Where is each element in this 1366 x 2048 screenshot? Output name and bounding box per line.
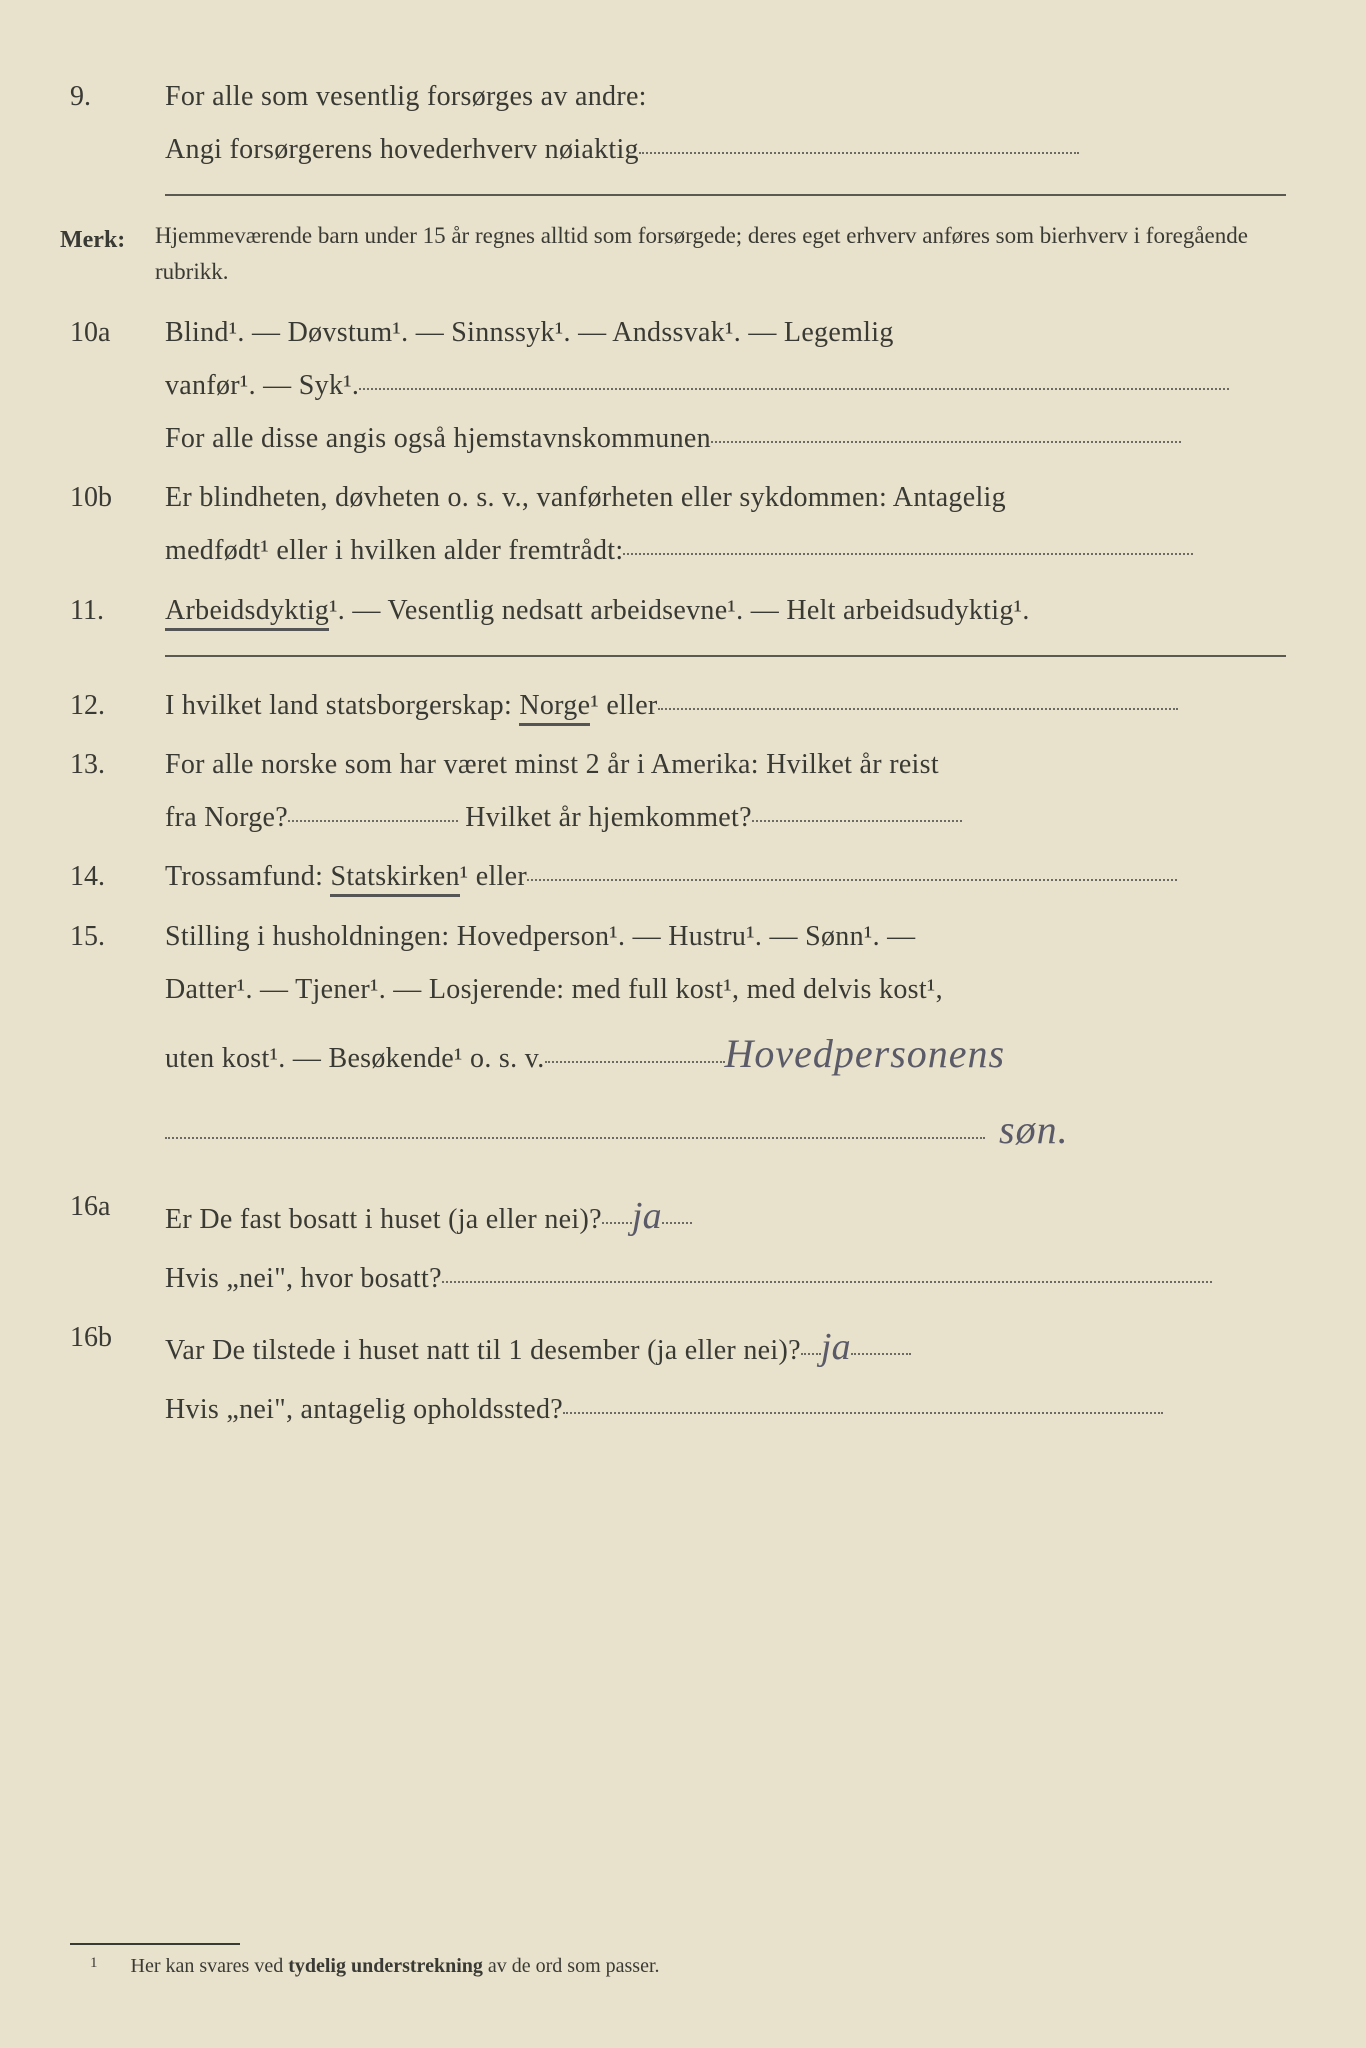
fill-line: [165, 1137, 985, 1139]
q11-underlined: Arbeidsdyktig: [165, 595, 329, 631]
q11-number: 11.: [60, 584, 165, 637]
fill-line: [658, 708, 1178, 710]
q13-line2a: fra Norge?: [165, 802, 288, 833]
q14-text-b: ¹ eller: [460, 861, 527, 892]
q16b-number: 16b: [60, 1311, 165, 1364]
question-11: 11. Arbeidsdyktig¹. — Vesentlig nedsatt …: [60, 584, 1286, 637]
fill-line: [639, 152, 1079, 154]
footnote: 1 Her kan svares ved tydelig understrekn…: [70, 1955, 1286, 1978]
q10a-body: Blind¹. — Døvstum¹. — Sinnssyk¹. — Andss…: [165, 306, 1286, 466]
q9-line1: For alle som vesentlig forsørges av andr…: [165, 81, 647, 112]
q15-line2: Datter¹. — Tjener¹. — Losjerende: med fu…: [165, 974, 943, 1005]
fill-line: [602, 1222, 632, 1224]
footnote-number: 1: [90, 1955, 98, 1971]
question-13: 13. For alle norske som har været minst …: [60, 738, 1286, 844]
fill-line: [288, 820, 458, 822]
q15-line3: uten kost¹. — Besøkende¹ o. s. v.: [165, 1043, 545, 1074]
footnote-rule: [70, 1943, 240, 1945]
fill-line: [563, 1412, 1163, 1414]
question-10a: 10a Blind¹. — Døvstum¹. — Sinnssyk¹. — A…: [60, 306, 1286, 466]
fill-line: [752, 820, 962, 822]
q15-handwriting1: Hovedpersonens: [725, 1031, 1006, 1076]
fill-line: [623, 553, 1193, 555]
q16a-line2: Hvis „nei", hvor bosatt?: [165, 1263, 442, 1294]
q13-line1: For alle norske som har været minst 2 år…: [165, 749, 939, 780]
merk-label: Merk:: [60, 218, 155, 264]
q12-underlined: Norge: [519, 690, 590, 726]
q15-number: 15.: [60, 910, 165, 963]
q12-text-a: I hvilket land statsborgerskap:: [165, 690, 519, 721]
q10b-line1: Er blindheten, døvheten o. s. v., vanfør…: [165, 482, 1006, 513]
fill-line: [527, 879, 1177, 881]
q13-line2b: Hvilket år hjemkommet?: [458, 802, 752, 833]
q14-underlined: Statskirken: [330, 861, 459, 897]
q16b-body: Var De tilstede i huset natt til 1 desem…: [165, 1311, 1286, 1436]
q12-body: I hvilket land statsborgerskap: Norge¹ e…: [165, 679, 1286, 732]
question-10b: 10b Er blindheten, døvheten o. s. v., va…: [60, 471, 1286, 577]
q10a-line2: vanfør¹. — Syk¹.: [165, 370, 359, 401]
document-page: 9. For alle som vesentlig forsørges av a…: [0, 0, 1366, 2048]
q15-line1: Stilling i husholdningen: Hovedperson¹. …: [165, 921, 915, 952]
question-9: 9. For alle som vesentlig forsørges av a…: [60, 70, 1286, 176]
q14-text-a: Trossamfund:: [165, 861, 330, 892]
question-15: 15. Stilling i husholdningen: Hovedperso…: [60, 910, 1286, 1168]
q12-number: 12.: [60, 679, 165, 732]
divider: [165, 194, 1286, 196]
fill-line: [442, 1281, 1212, 1283]
q12-text-b: ¹ eller: [590, 690, 657, 721]
q16a-handwriting: ja: [632, 1195, 662, 1237]
question-16a: 16a Er De fast bosatt i huset (ja eller …: [60, 1180, 1286, 1305]
fill-line: [545, 1061, 725, 1063]
q10b-line2: medfødt¹ eller i hvilken alder fremtrådt…: [165, 535, 623, 566]
q9-number: 9.: [60, 70, 165, 123]
question-14: 14. Trossamfund: Statskirken¹ eller: [60, 850, 1286, 903]
q13-number: 13.: [60, 738, 165, 791]
fill-line: [359, 388, 1229, 390]
q16b-handwriting: ja: [821, 1326, 851, 1368]
q9-line2: Angi forsørgerens hovederhverv nøiaktig: [165, 134, 639, 165]
question-12: 12. I hvilket land statsborgerskap: Norg…: [60, 679, 1286, 732]
q14-number: 14.: [60, 850, 165, 903]
q16a-body: Er De fast bosatt i huset (ja eller nei)…: [165, 1180, 1286, 1305]
divider: [165, 655, 1286, 657]
q11-body: Arbeidsdyktig¹. — Vesentlig nedsatt arbe…: [165, 584, 1286, 637]
q10b-number: 10b: [60, 471, 165, 524]
fill-line: [851, 1353, 911, 1355]
q15-body: Stilling i husholdningen: Hovedperson¹. …: [165, 910, 1286, 1168]
q10a-line1: Blind¹. — Døvstum¹. — Sinnssyk¹. — Andss…: [165, 317, 894, 348]
fill-line: [801, 1353, 821, 1355]
q10b-body: Er blindheten, døvheten o. s. v., vanfør…: [165, 471, 1286, 577]
fill-line: [662, 1222, 692, 1224]
q10a-line3: For alle disse angis også hjemstavnskomm…: [165, 423, 711, 454]
q15-handwriting2: søn.: [999, 1107, 1069, 1152]
footnote-text: Her kan svares ved tydelig understreknin…: [131, 1955, 660, 1977]
q13-body: For alle norske som har været minst 2 år…: [165, 738, 1286, 844]
q16a-number: 16a: [60, 1180, 165, 1233]
q14-body: Trossamfund: Statskirken¹ eller: [165, 850, 1286, 903]
merk-text: Hjemmeværende barn under 15 år regnes al…: [155, 218, 1286, 289]
q16b-line2: Hvis „nei", antagelig opholdssted?: [165, 1394, 563, 1425]
footnote-block: 1 Her kan svares ved tydelig understrekn…: [70, 1943, 1286, 1978]
q9-body: For alle som vesentlig forsørges av andr…: [165, 70, 1286, 176]
q16a-line1: Er De fast bosatt i huset (ja eller nei)…: [165, 1204, 602, 1235]
q11-rest: ¹. — Vesentlig nedsatt arbeidsevne¹. — H…: [329, 595, 1030, 626]
q16b-line1: Var De tilstede i huset natt til 1 desem…: [165, 1335, 801, 1366]
fill-line: [711, 441, 1181, 443]
q10a-number: 10a: [60, 306, 165, 359]
question-16b: 16b Var De tilstede i huset natt til 1 d…: [60, 1311, 1286, 1436]
merk-note: Merk: Hjemmeværende barn under 15 år reg…: [60, 218, 1286, 289]
